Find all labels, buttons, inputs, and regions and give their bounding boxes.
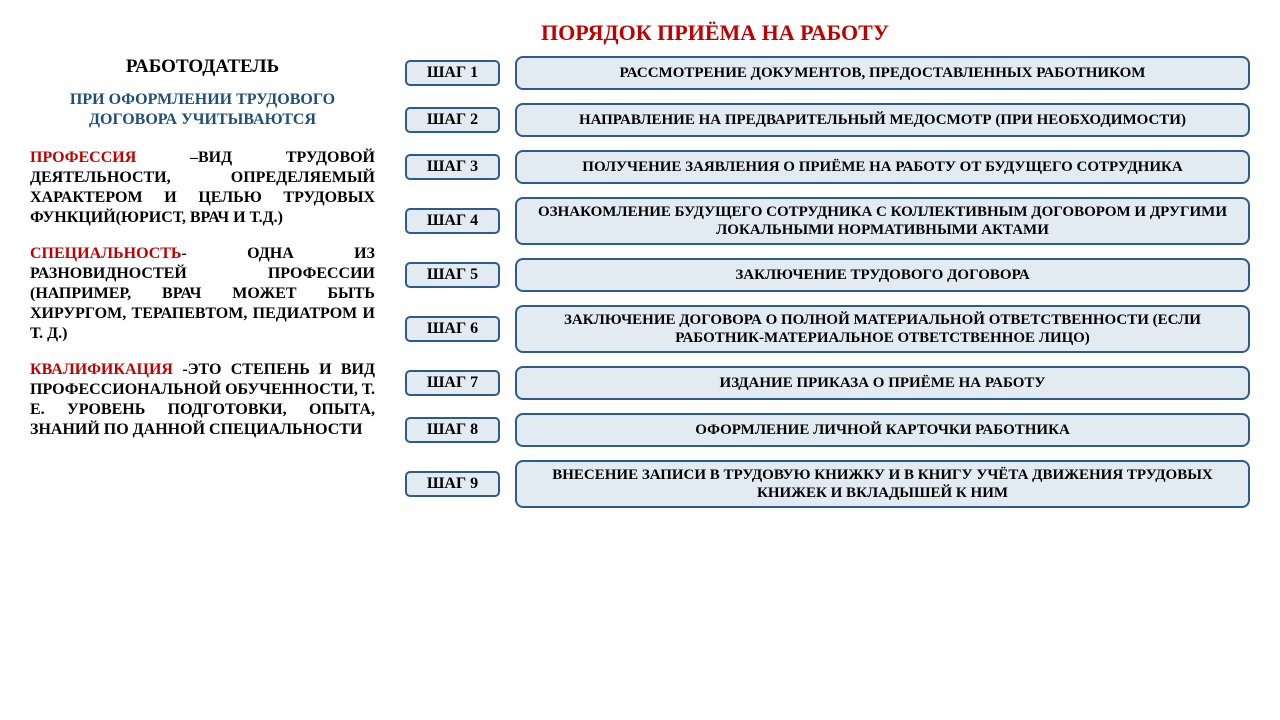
definition-profession: ПРОФЕССИЯ –ВИД ТРУДОВОЙ ДЕЯТЕЛЬНОСТИ, ОП… (30, 148, 375, 228)
term-qualification: КВАЛИФИКАЦИЯ (30, 361, 182, 378)
employer-heading: РАБОТОДАТЕЛЬ (30, 56, 375, 78)
left-column: РАБОТОДАТЕЛЬ ПРИ ОФОРМЛЕНИИ ТРУДОВОГО ДО… (30, 56, 375, 508)
step-content: НАПРАВЛЕНИЕ НА ПРЕДВАРИТЕЛЬНЫЙ МЕДОСМОТР… (515, 103, 1250, 137)
term-speciality: СПЕЦИАЛЬНОСТЬ (30, 245, 182, 262)
step-label: ШАГ 9 (405, 471, 500, 497)
step-label: ШАГ 8 (405, 417, 500, 443)
step-row: ШАГ 6 ЗАКЛЮЧЕНИЕ ДОГОВОРА О ПОЛНОЙ МАТЕР… (405, 305, 1250, 353)
step-label: ШАГ 7 (405, 370, 500, 396)
step-content: ЗАКЛЮЧЕНИЕ ТРУДОВОГО ДОГОВОРА (515, 258, 1250, 292)
step-content: ОФОРМЛЕНИЕ ЛИЧНОЙ КАРТОЧКИ РАБОТНИКА (515, 413, 1250, 447)
step-row: ШАГ 1 РАССМОТРЕНИЕ ДОКУМЕНТОВ, ПРЕДОСТАВ… (405, 56, 1250, 90)
step-row: ШАГ 2 НАПРАВЛЕНИЕ НА ПРЕДВАРИТЕЛЬНЫЙ МЕД… (405, 103, 1250, 137)
step-row: ШАГ 8 ОФОРМЛЕНИЕ ЛИЧНОЙ КАРТОЧКИ РАБОТНИ… (405, 413, 1250, 447)
definition-qualification: КВАЛИФИКАЦИЯ -ЭТО СТЕПЕНЬ И ВИД ПРОФЕССИ… (30, 360, 375, 440)
step-label: ШАГ 5 (405, 262, 500, 288)
step-row: ШАГ 4 ОЗНАКОМЛЕНИЕ БУДУЩЕГО СОТРУДНИКА С… (405, 197, 1250, 245)
term-profession: ПРОФЕССИЯ (30, 149, 136, 166)
step-content: ВНЕСЕНИЕ ЗАПИСИ В ТРУДОВУЮ КНИЖКУ И В КН… (515, 460, 1250, 508)
step-content: ЗАКЛЮЧЕНИЕ ДОГОВОРА О ПОЛНОЙ МАТЕРИАЛЬНО… (515, 305, 1250, 353)
step-content: ПОЛУЧЕНИЕ ЗАЯВЛЕНИЯ О ПРИЁМЕ НА РАБОТУ О… (515, 150, 1250, 184)
step-row: ШАГ 3 ПОЛУЧЕНИЕ ЗАЯВЛЕНИЯ О ПРИЁМЕ НА РА… (405, 150, 1250, 184)
step-row: ШАГ 7 ИЗДАНИЕ ПРИКАЗА О ПРИЁМЕ НА РАБОТУ (405, 366, 1250, 400)
step-row: ШАГ 5 ЗАКЛЮЧЕНИЕ ТРУДОВОГО ДОГОВОРА (405, 258, 1250, 292)
steps-column: ШАГ 1 РАССМОТРЕНИЕ ДОКУМЕНТОВ, ПРЕДОСТАВ… (405, 56, 1250, 508)
step-row: ШАГ 9 ВНЕСЕНИЕ ЗАПИСИ В ТРУДОВУЮ КНИЖКУ … (405, 460, 1250, 508)
step-content: ОЗНАКОМЛЕНИЕ БУДУЩЕГО СОТРУДНИКА С КОЛЛЕ… (515, 197, 1250, 245)
step-content: РАССМОТРЕНИЕ ДОКУМЕНТОВ, ПРЕДОСТАВЛЕННЫХ… (515, 56, 1250, 90)
step-label: ШАГ 4 (405, 208, 500, 234)
step-label: ШАГ 6 (405, 316, 500, 342)
main-container: РАБОТОДАТЕЛЬ ПРИ ОФОРМЛЕНИИ ТРУДОВОГО ДО… (0, 56, 1280, 508)
page-title: ПОРЯДОК ПРИЁМА НА РАБОТУ (0, 0, 1280, 56)
step-content: ИЗДАНИЕ ПРИКАЗА О ПРИЁМЕ НА РАБОТУ (515, 366, 1250, 400)
step-label: ШАГ 2 (405, 107, 500, 133)
step-label: ШАГ 1 (405, 60, 500, 86)
step-label: ШАГ 3 (405, 154, 500, 180)
blue-subheading: ПРИ ОФОРМЛЕНИИ ТРУДОВОГО ДОГОВОРА УЧИТЫВ… (30, 90, 375, 130)
definition-speciality: СПЕЦИАЛЬНОСТЬ- ОДНА ИЗ РАЗНОВИДНОСТЕЙ ПР… (30, 244, 375, 344)
